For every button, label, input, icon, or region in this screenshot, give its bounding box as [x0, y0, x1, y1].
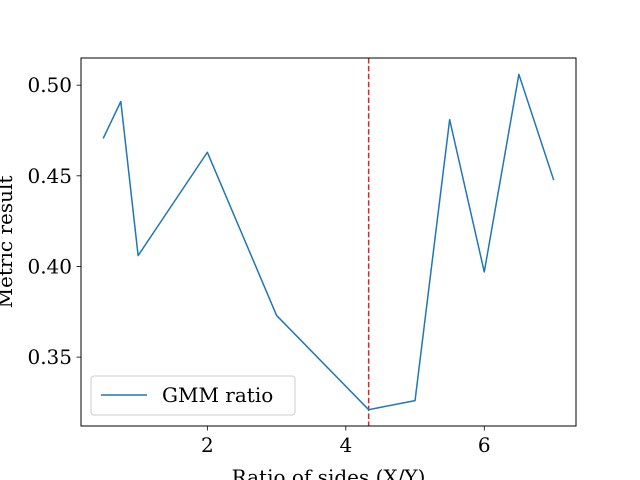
- legend-box: [90, 375, 296, 416]
- y-tick-label: 0.45: [27, 164, 72, 188]
- y-tick-label: 0.35: [27, 345, 72, 369]
- y-tick-label: 0.50: [27, 73, 72, 97]
- x-tick-label: 6: [478, 433, 491, 457]
- y-axis-label: Metric result: [0, 176, 17, 309]
- series-line-0: [102, 73, 555, 411]
- x-tick-label: 2: [201, 433, 214, 457]
- ticks-layer: 2 4 6 0.35 0.40 0.45 0.50: [27, 73, 490, 457]
- x-tick-label: 4: [339, 433, 352, 457]
- legend: GMM ratio: [90, 375, 296, 416]
- legend-label: GMM ratio: [162, 383, 273, 407]
- plot-content: [102, 58, 555, 426]
- x-axis-label: Ratio of sides (X/Y): [232, 465, 426, 480]
- axes-frame: [80, 57, 577, 427]
- y-tick-label: 0.40: [27, 254, 72, 278]
